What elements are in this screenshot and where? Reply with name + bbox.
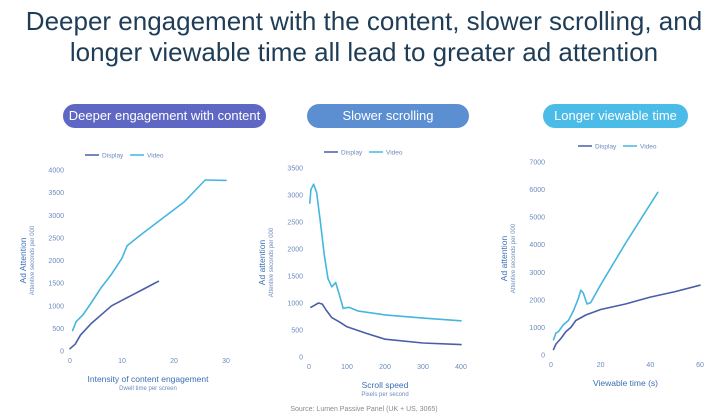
legend-label: Display (341, 150, 363, 157)
y-tick-label: 4000 (529, 242, 545, 249)
x-tick-label: 20 (597, 362, 605, 369)
y-tick-label: 1000 (48, 303, 64, 310)
y-tick-label: 0 (299, 355, 303, 362)
series-line-display (310, 302, 462, 346)
y-tick-label: 1500 (287, 274, 303, 281)
y-tick-label: 500 (291, 328, 303, 335)
page-title: Deeper engagement with the content, slow… (25, 6, 703, 67)
y-tick-label: 3000 (48, 213, 64, 220)
series-line-display (552, 284, 701, 351)
legend-label: Video (147, 153, 164, 160)
x-tick-label: 40 (646, 362, 654, 369)
x-tick-label: 300 (417, 364, 429, 371)
legend-label: Video (386, 150, 403, 157)
y-tick-label: 1500 (48, 281, 64, 288)
y-tick-label: 2000 (287, 247, 303, 254)
y-tick-label: 3500 (287, 166, 303, 173)
y-axis-subtitle: Attentive seconds per 000 (511, 223, 517, 293)
y-tick-label: 3000 (529, 270, 545, 277)
pill-longer-viewable-time: Longer viewable time (543, 104, 688, 128)
y-axis-title: Ad attention (499, 236, 509, 282)
y-tick-label: 0 (541, 353, 545, 360)
x-tick-label: 100 (341, 364, 353, 371)
x-tick-label: 10 (118, 358, 126, 365)
x-tick-label: 60 (696, 362, 704, 369)
y-tick-label: 6000 (529, 187, 545, 194)
x-axis-subtitle: Dwell time per screen (119, 386, 177, 392)
y-axis-title: Ad Attention (18, 237, 28, 283)
x-tick-label: 0 (549, 362, 553, 369)
y-tick-label: 1000 (529, 325, 545, 332)
y-tick-label: 1000 (287, 301, 303, 308)
y-tick-label: 500 (52, 326, 64, 333)
x-axis-subtitle: Pixels per second (361, 392, 408, 398)
x-axis-title: Viewable time (s) (593, 378, 658, 388)
x-tick-label: 0 (307, 364, 311, 371)
y-axis-subtitle: Attentive seconds per 000 (269, 227, 275, 297)
y-tick-label: 0 (60, 349, 64, 356)
source-note: Source: Lumen Passive Panel (UK + US, 30… (290, 406, 438, 413)
y-axis-subtitle: Attentive seconds per 000 (30, 225, 36, 295)
x-tick-label: 0 (68, 358, 72, 365)
x-tick-label: 20 (170, 358, 178, 365)
x-tick-label: 200 (379, 364, 391, 371)
series-line-video (552, 191, 659, 341)
legend-label: Display (595, 144, 617, 151)
y-tick-label: 3000 (287, 193, 303, 200)
y-tick-label: 2000 (529, 297, 545, 304)
pill-deeper-engagement: Deeper engagement with content (63, 104, 266, 128)
legend-label: Display (102, 153, 124, 160)
x-axis-title: Intensity of content engagement (88, 374, 210, 384)
y-tick-label: 5000 (529, 215, 545, 222)
y-tick-label: 4000 (48, 168, 64, 175)
y-axis-title: Ad attention (257, 240, 267, 286)
y-tick-label: 2500 (48, 235, 64, 242)
series-line-video (71, 179, 227, 332)
series-line-video (308, 183, 462, 322)
x-tick-label: 400 (455, 364, 467, 371)
y-tick-label: 7000 (529, 160, 545, 167)
y-tick-label: 2500 (287, 220, 303, 227)
pill-slower-scrolling: Slower scrolling (307, 104, 469, 128)
x-axis-title: Scroll speed (362, 380, 409, 390)
x-tick-label: 30 (222, 358, 230, 365)
y-tick-label: 2000 (48, 258, 64, 265)
legend-label: Video (640, 144, 657, 151)
series-line-display (69, 280, 160, 350)
y-tick-label: 3500 (48, 190, 64, 197)
